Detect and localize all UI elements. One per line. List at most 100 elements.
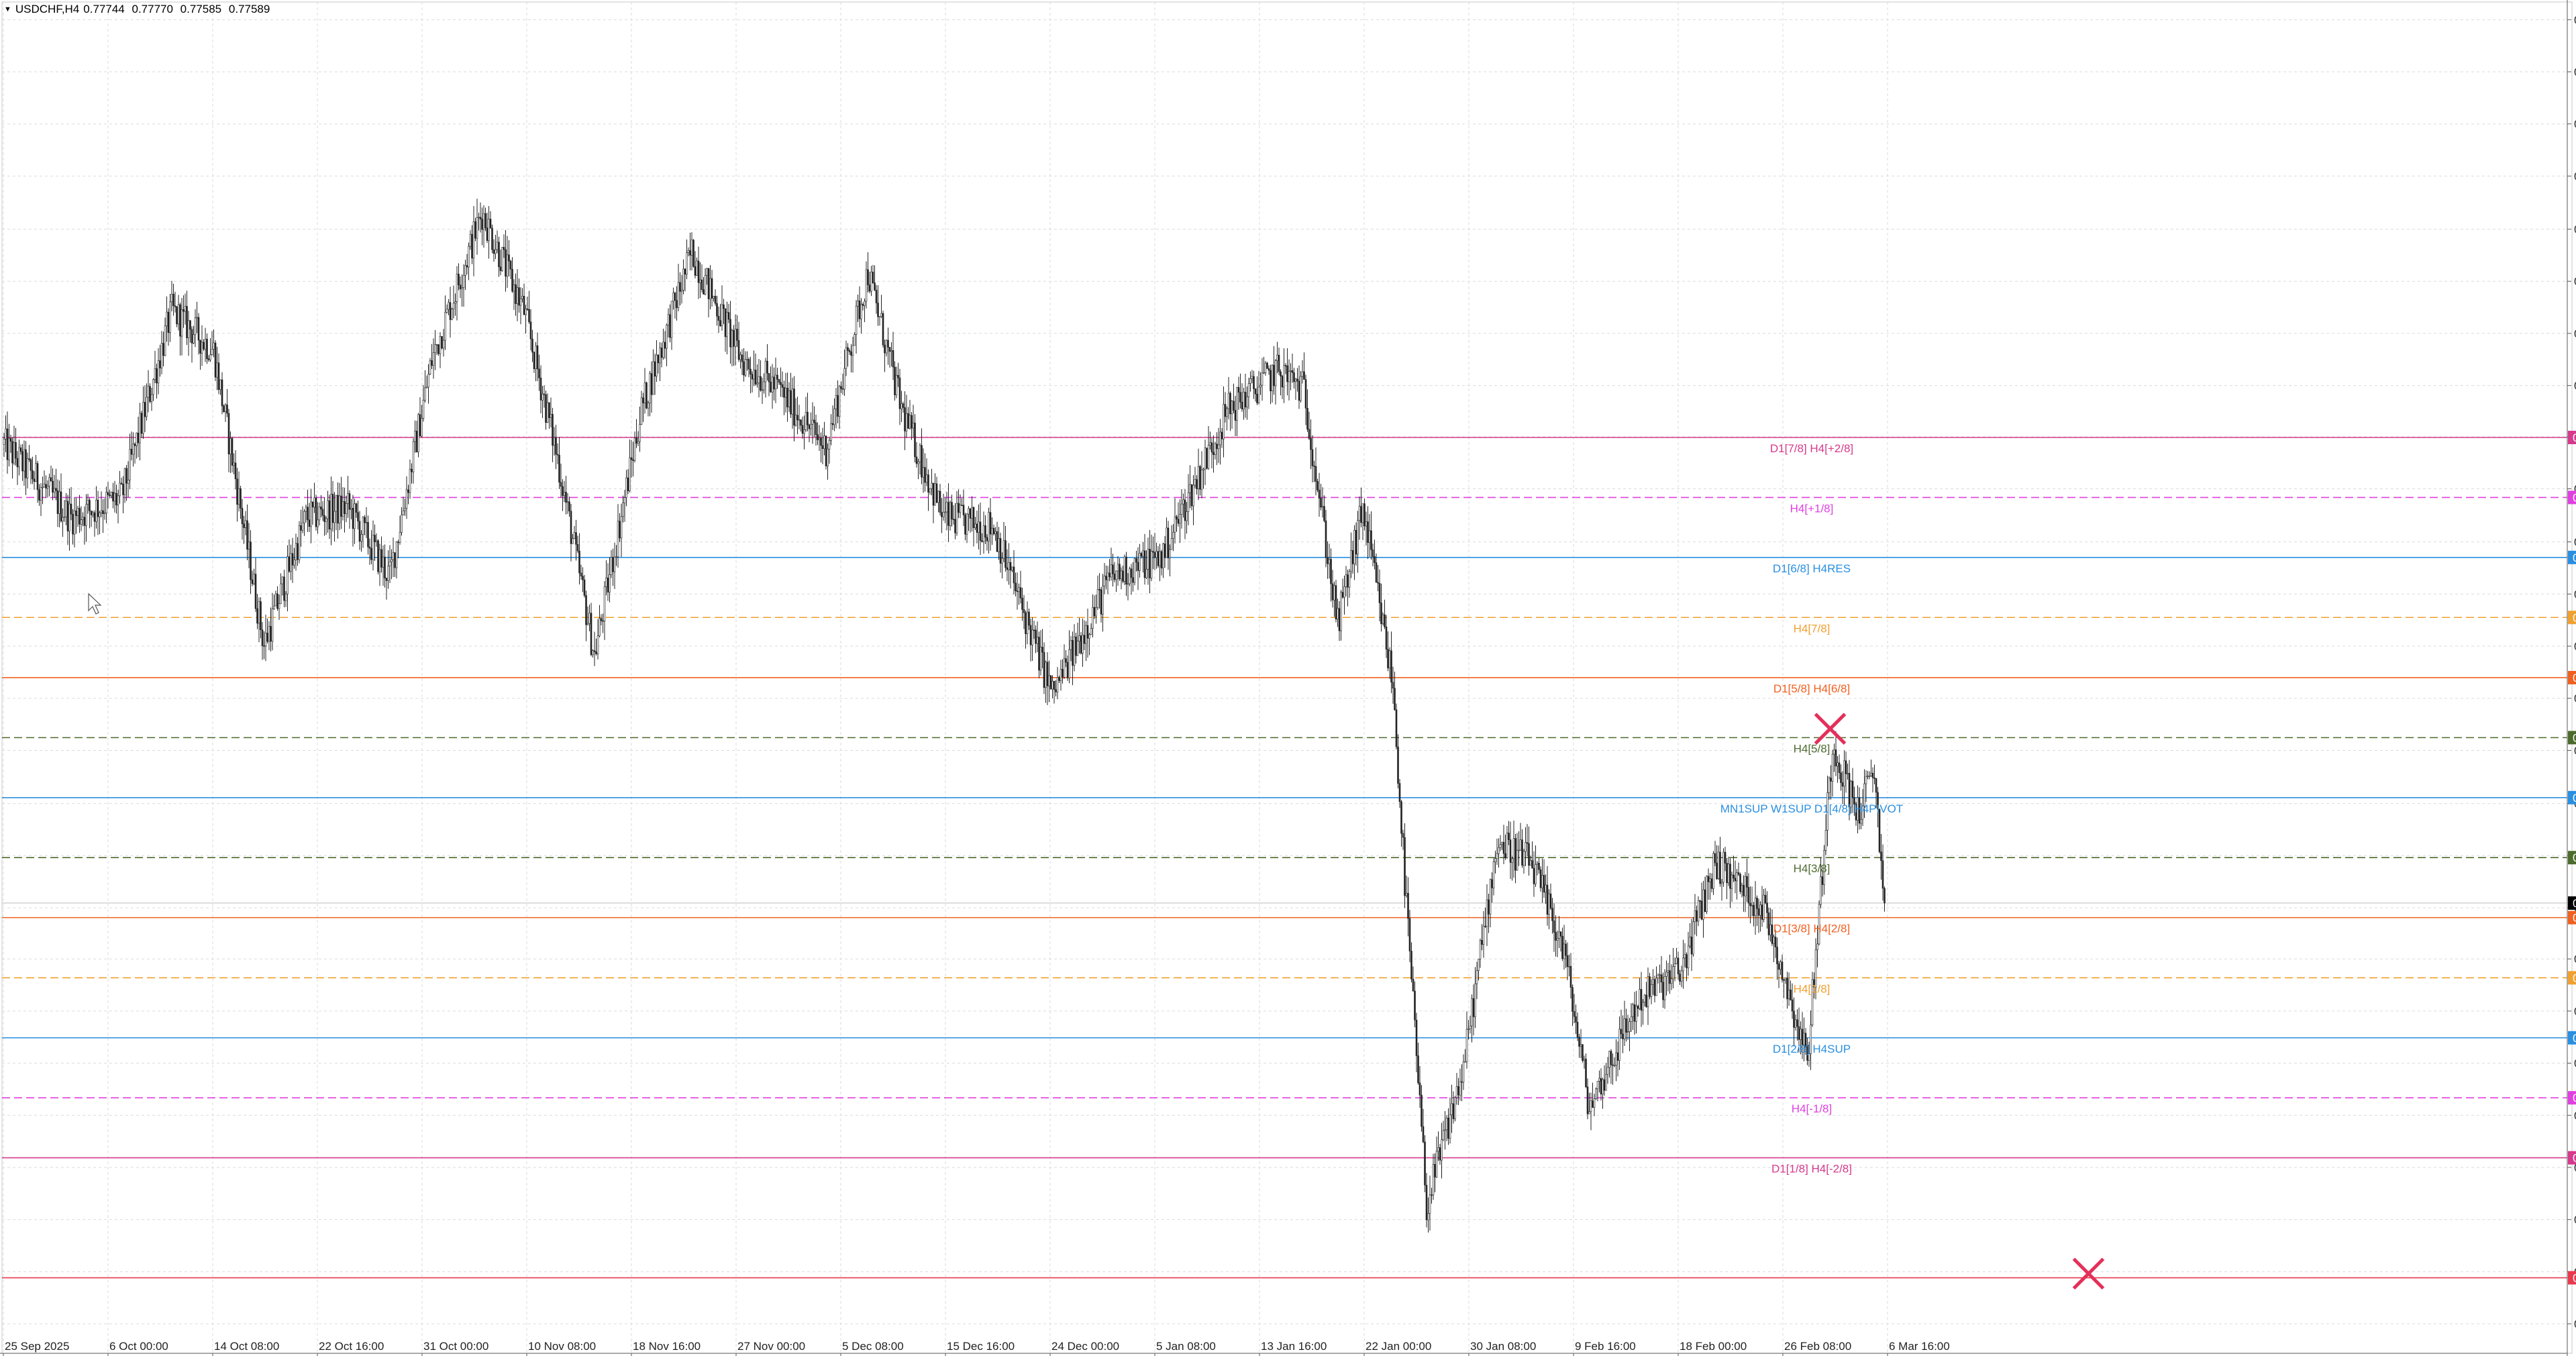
- candle: [944, 497, 946, 523]
- candle: [1028, 608, 1030, 630]
- candle: [1498, 838, 1500, 868]
- candle: [1780, 959, 1782, 976]
- candle: [867, 252, 869, 293]
- candle: [1068, 630, 1070, 684]
- candle: [246, 504, 248, 561]
- candle: [790, 372, 792, 418]
- candle: [362, 516, 364, 548]
- candle: [556, 443, 559, 464]
- candle: [914, 414, 916, 463]
- candle: [1727, 856, 1730, 886]
- candle: [1479, 938, 1482, 968]
- candle: [251, 570, 254, 586]
- candle: [682, 259, 684, 295]
- candle: [1006, 549, 1009, 582]
- price-tick-label: 0.81285: [2574, 170, 2576, 182]
- candle: [123, 468, 126, 503]
- price-tag-text: 0.77820: [2573, 851, 2576, 864]
- candle: [562, 479, 564, 511]
- candle: [1375, 553, 1378, 583]
- candle: [1300, 371, 1302, 403]
- candle: [1556, 931, 1559, 957]
- candle: [254, 558, 257, 613]
- candle: [1117, 556, 1119, 586]
- candle: [572, 533, 574, 544]
- candle: [1317, 478, 1319, 492]
- candle: [1676, 947, 1678, 964]
- candle: [1535, 845, 1537, 887]
- candle: [686, 239, 688, 280]
- candle: [1249, 371, 1251, 392]
- candle: [1559, 931, 1562, 952]
- collapse-triangle-icon[interactable]: ▼: [4, 5, 11, 13]
- candle: [774, 358, 777, 403]
- candle: [471, 225, 473, 264]
- candle: [1803, 1017, 1805, 1061]
- candle: [949, 500, 951, 531]
- candle: [437, 344, 440, 356]
- candle: [763, 373, 765, 394]
- candle: [1673, 957, 1676, 982]
- candle: [1499, 835, 1502, 851]
- candle: [1435, 1136, 1438, 1178]
- candle: [1176, 515, 1178, 532]
- candle: [1494, 850, 1496, 874]
- candle: [315, 494, 317, 531]
- candle: [1266, 362, 1268, 369]
- candle: [1429, 1176, 1431, 1231]
- candle: [565, 476, 567, 515]
- candle: [850, 344, 852, 372]
- candle: [56, 479, 59, 527]
- candle: [1700, 882, 1703, 921]
- candle: [902, 401, 905, 413]
- candle: [100, 491, 103, 517]
- candle: [555, 425, 557, 470]
- candle: [525, 305, 527, 334]
- candle: [1404, 823, 1406, 908]
- price-tick-label: 0.76775: [2574, 1057, 2576, 1070]
- candle: [860, 298, 862, 334]
- candle: [603, 581, 606, 640]
- price-tag: 0.79956: [2568, 431, 2576, 445]
- candle: [1818, 900, 1820, 946]
- candle: [588, 604, 590, 631]
- candle: [515, 273, 517, 316]
- candle: [1756, 895, 1758, 927]
- low-value: 0.77585: [180, 3, 222, 15]
- candle: [526, 297, 529, 311]
- candle: [1078, 617, 1080, 654]
- candle: [435, 344, 438, 356]
- candle: [633, 431, 636, 463]
- candle: [1801, 1012, 1804, 1059]
- price-tick-label: 0.80220: [2574, 380, 2576, 393]
- candle: [1776, 937, 1778, 980]
- candle: [268, 621, 270, 650]
- candle: [915, 441, 918, 468]
- candle: [1417, 1042, 1419, 1085]
- time-tick-label: 10 Nov 08:00: [528, 1340, 596, 1353]
- candle: [207, 355, 210, 362]
- candle: [1318, 472, 1321, 517]
- candle: [40, 483, 42, 517]
- candle: [552, 407, 554, 462]
- candle: [674, 291, 676, 319]
- candle: [1447, 1108, 1449, 1145]
- candle: [1663, 969, 1666, 1009]
- candle: [129, 433, 131, 490]
- candle: [1140, 552, 1143, 559]
- candle: [1697, 896, 1700, 927]
- candle: [354, 499, 356, 544]
- candle: [1449, 1097, 1451, 1144]
- candle: [780, 367, 782, 397]
- candle: [444, 295, 446, 350]
- candle: [456, 266, 458, 321]
- candle: [499, 249, 502, 276]
- candle: [1046, 652, 1049, 705]
- price-tag-text: 0.78735: [2573, 672, 2576, 684]
- candle: [1086, 609, 1089, 658]
- candle: [1016, 572, 1019, 610]
- candle: [511, 257, 513, 293]
- candle: [1667, 962, 1669, 992]
